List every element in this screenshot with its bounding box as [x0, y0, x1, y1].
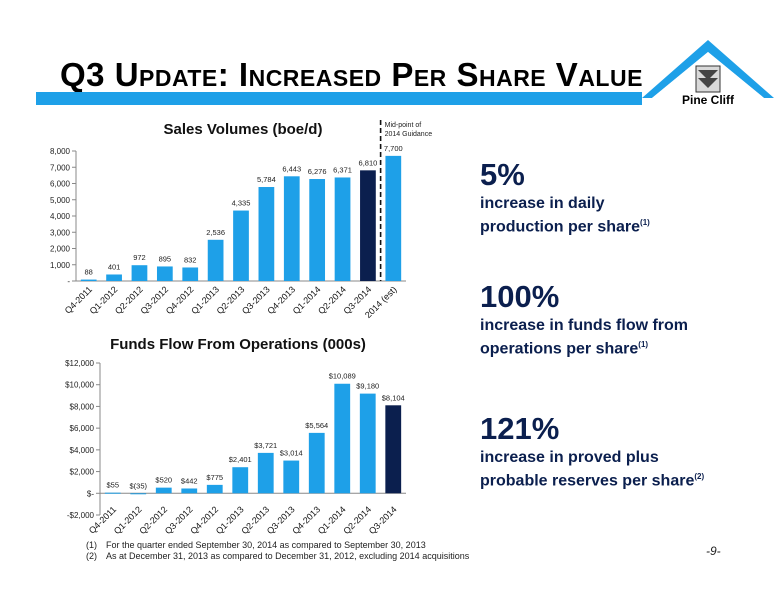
- data-label: $55: [106, 481, 119, 490]
- bar: [308, 432, 325, 494]
- bar: [360, 170, 376, 281]
- data-label: $775: [206, 473, 223, 482]
- footnote-1: (1) For the quarter ended September 30, 2…: [86, 540, 426, 550]
- sales-volumes-chart: Sales Volumes (boe/d) - 1,000 2,000 3,000 4,0…: [50, 120, 433, 320]
- data-label: 88: [85, 268, 93, 277]
- y-tick-label: $-: [87, 489, 94, 498]
- bar: [334, 383, 351, 494]
- data-label: $9,180: [356, 382, 379, 391]
- stat-value: 5%: [480, 157, 525, 192]
- data-label: 7,700: [384, 144, 403, 153]
- bar: [104, 492, 121, 494]
- footnote-2: (2) As at December 31, 2013 as compared t…: [86, 551, 470, 561]
- data-label: 895: [159, 254, 172, 263]
- y-tick-label: $12,000: [65, 359, 94, 368]
- bar: [130, 493, 147, 495]
- y-tick-label: -: [67, 277, 70, 286]
- footnotes: (1) For the quarter ended September 30, 2…: [86, 540, 469, 562]
- bar: [156, 266, 173, 281]
- y-tick-label: $6,000: [70, 424, 95, 433]
- data-label: 401: [108, 262, 121, 271]
- tree-icon: [695, 65, 721, 93]
- y-tick-label: -$2,000: [67, 511, 95, 520]
- bar: [131, 265, 148, 281]
- bar: [181, 488, 198, 494]
- data-label: $2,401: [229, 455, 252, 464]
- data-label: 2,536: [206, 228, 225, 237]
- slide-title: Q3 Update: Increased Per Share Value: [60, 56, 643, 93]
- y-tick-label: $8,000: [70, 402, 95, 411]
- bar: [283, 176, 300, 281]
- bar: [232, 467, 249, 494]
- y-tick-label: $2,000: [70, 468, 95, 477]
- y-tick-label: 6,000: [50, 180, 71, 189]
- y-tick-label: 7,000: [50, 163, 71, 172]
- bar: [258, 187, 275, 281]
- bar: [207, 239, 224, 281]
- stat-value: 100%: [480, 279, 560, 314]
- y-tick-label: 1,000: [50, 261, 71, 270]
- guidance-annotation: 2014 Guidance: [385, 131, 433, 138]
- stat-description: increase in proved plus probable reserve…: [480, 449, 705, 490]
- stat-description: increase in funds flow from operations p…: [480, 317, 689, 358]
- data-label: 6,371: [333, 165, 352, 174]
- stat-reserves: 121% increase in proved plus probable re…: [480, 412, 704, 490]
- bar: [334, 177, 351, 281]
- data-label: $442: [181, 476, 198, 485]
- title-underline-bar: [36, 92, 642, 105]
- stat-production: 5% increase in daily production per shar…: [480, 158, 650, 236]
- bar: [257, 452, 274, 494]
- funds-flow-chart: Funds Flow From Operations (000s) -$2,000…: [65, 336, 406, 536]
- bar: [359, 393, 376, 494]
- y-tick-label: $10,000: [65, 381, 94, 390]
- data-label: $520: [155, 476, 172, 485]
- data-label: 5,784: [257, 175, 276, 184]
- bar: [283, 460, 300, 494]
- stat-description: increase in daily production per share(1…: [480, 195, 650, 236]
- stat-value: 121%: [480, 411, 560, 446]
- data-label: $3,014: [280, 449, 303, 458]
- y-tick-label: 2,000: [50, 245, 71, 254]
- bar: [80, 279, 97, 281]
- brand-name: Pine Cliff: [682, 93, 735, 106]
- guidance-annotation: Mid-point of: [385, 122, 422, 129]
- bar: [206, 484, 223, 494]
- y-tick-label: $4,000: [70, 446, 95, 455]
- data-label: 6,810: [359, 158, 378, 167]
- bar: [106, 274, 122, 281]
- chart-title: Sales Volumes (boe/d): [164, 121, 323, 138]
- data-label: 972: [133, 253, 146, 262]
- category-label: Q3-2014: [367, 504, 399, 536]
- page-number: -9-: [706, 544, 721, 558]
- stat-funds-flow: 100% increase in funds flow from operati…: [480, 280, 688, 358]
- bar: [309, 179, 326, 281]
- data-label: 6,276: [308, 167, 327, 176]
- data-label: $(35): [129, 481, 147, 490]
- bar: [233, 210, 249, 281]
- y-tick-label: 3,000: [50, 228, 71, 237]
- roof-icon: [642, 40, 774, 98]
- y-tick-label: 4,000: [50, 212, 71, 221]
- data-label: 4,335: [232, 199, 251, 208]
- data-label: $8,104: [382, 393, 405, 402]
- bar: [385, 405, 402, 494]
- pine-cliff-logo: Pine Cliff: [642, 40, 774, 106]
- chart-title: Funds Flow From Operations (000s): [110, 336, 366, 353]
- bar: [385, 155, 402, 281]
- bar: [155, 487, 172, 494]
- data-label: 6,443: [282, 164, 301, 173]
- y-tick-label: 5,000: [50, 196, 71, 205]
- y-tick-label: 8,000: [50, 147, 71, 156]
- data-label: $5,564: [305, 421, 328, 430]
- data-label: 832: [184, 255, 197, 264]
- data-label: $10,089: [329, 372, 356, 381]
- data-label: $3,721: [254, 441, 277, 450]
- bar: [182, 267, 199, 281]
